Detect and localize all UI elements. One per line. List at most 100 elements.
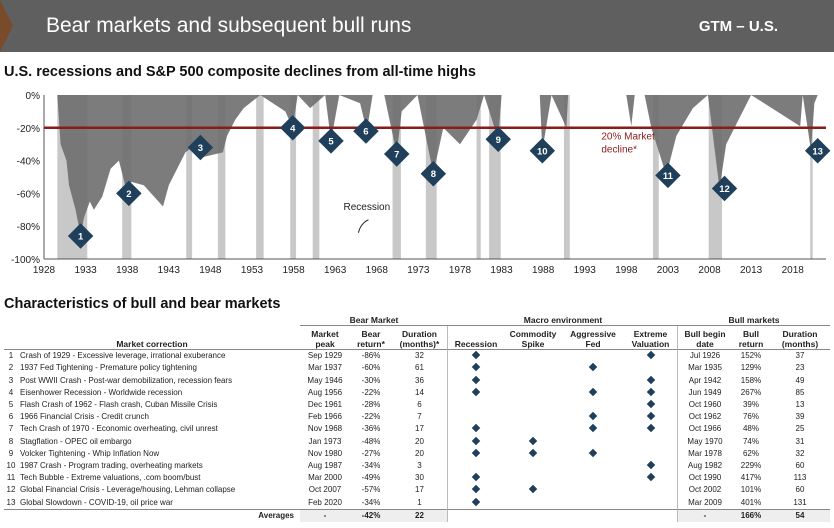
bull-begin: Oct 1960 bbox=[688, 400, 722, 410]
recession-bar bbox=[652, 95, 659, 259]
x-tick-label: 1948 bbox=[199, 265, 222, 276]
bull-return: 74% bbox=[742, 436, 759, 446]
commodity-flag bbox=[504, 362, 562, 374]
marker-diamond bbox=[655, 162, 681, 189]
recession-flag bbox=[448, 472, 504, 484]
correction-name: Global Financial Crisis - Leverage/housi… bbox=[20, 485, 236, 495]
correction-name: 1966 Financial Crisis - Credit crunch bbox=[20, 412, 149, 422]
diamond-marker bbox=[471, 436, 481, 445]
avg-bull-return: 166% bbox=[732, 508, 770, 522]
diamond-marker bbox=[646, 387, 655, 397]
group-header-bear: Bear Market bbox=[300, 314, 448, 327]
fed-flag bbox=[562, 375, 624, 387]
bull-duration: 60 bbox=[795, 460, 805, 470]
valuation-flag bbox=[624, 386, 678, 399]
col-bull-begin: Bull begin date bbox=[678, 326, 732, 351]
valuation-flag bbox=[624, 459, 678, 473]
marker-label: 13 bbox=[812, 146, 823, 157]
col-bull-duration: Duration (months) bbox=[770, 326, 830, 351]
recession-bar bbox=[256, 95, 264, 259]
correction-name: 1937 Fed Tightening - Premature policy t… bbox=[20, 363, 197, 373]
x-tick-label: 1993 bbox=[574, 265, 597, 276]
market-peak: Dec 1961 bbox=[307, 400, 343, 410]
x-tick-label: 1988 bbox=[532, 265, 555, 276]
bear-duration: 32 bbox=[392, 350, 448, 363]
bull-begin: Apr 1942 bbox=[688, 375, 722, 385]
marker-label: 6 bbox=[363, 127, 368, 138]
bull-return: 267% bbox=[740, 387, 762, 397]
page-title: Bear markets and subsequent bull runs bbox=[46, 14, 412, 37]
bull-return: 62% bbox=[742, 448, 759, 458]
x-tick-label: 2008 bbox=[698, 265, 721, 276]
bull-begin: Jul 1926 bbox=[689, 351, 721, 361]
bear-return: -34% bbox=[361, 497, 381, 507]
diamond-marker bbox=[646, 460, 655, 470]
avg-peak: - bbox=[300, 508, 350, 522]
market-peak: Nov 1968 bbox=[307, 424, 343, 434]
table-row: 9 Volcker Tightening - Whip Inflation Now… bbox=[4, 447, 830, 460]
valuation-flag bbox=[624, 362, 678, 375]
valuation-flag bbox=[624, 411, 678, 424]
correction-name: Volcker Tightening - Whip Inflation Now bbox=[20, 448, 160, 458]
marker-label: 9 bbox=[496, 135, 501, 146]
bull-duration: 39 bbox=[795, 412, 805, 422]
bear-return: -36% bbox=[361, 424, 381, 434]
bull-duration: 13 bbox=[795, 400, 805, 410]
diamond-marker bbox=[646, 424, 655, 433]
bull-return: 101% bbox=[740, 485, 762, 495]
col-commodity: Commodity Spike bbox=[504, 326, 562, 351]
bull-begin: Oct 2002 bbox=[688, 485, 722, 495]
col-correction: Market correction bbox=[4, 326, 300, 351]
valuation-flag bbox=[624, 423, 678, 436]
bear-duration: 61 bbox=[392, 362, 448, 375]
bull-begin: May 1970 bbox=[687, 436, 723, 446]
bear-return: -86% bbox=[361, 351, 381, 361]
recession-flag bbox=[448, 423, 504, 435]
table-row: 2 1937 Fed Tightening - Premature policy … bbox=[4, 362, 830, 375]
diamond-marker bbox=[471, 351, 481, 360]
bull-return: 129% bbox=[740, 363, 762, 373]
bear-duration: 3 bbox=[392, 459, 448, 473]
table-row: 3 Post WWII Crash - Post-war demobilizati… bbox=[4, 374, 830, 387]
correction-name: Crash of 1929 - Excessive leverage, irra… bbox=[20, 351, 226, 361]
fed-flag bbox=[562, 436, 624, 448]
valuation-flag bbox=[624, 398, 678, 412]
bear-return: -30% bbox=[361, 375, 381, 385]
diamond-marker bbox=[528, 436, 538, 445]
table-row: 8 Stagflation - OPEC oil embargo Jan 1973 -… bbox=[4, 435, 830, 448]
bear-duration: 20 bbox=[392, 447, 448, 460]
bull-duration: 32 bbox=[795, 448, 805, 458]
bull-begin: Mar 1978 bbox=[688, 448, 722, 458]
diamond-marker bbox=[646, 399, 655, 409]
valuation-flag bbox=[624, 484, 678, 497]
bull-duration: 31 bbox=[795, 436, 805, 446]
table-row: 10 1987 Crash - Program trading, overheat… bbox=[4, 459, 830, 473]
row-number: 12 bbox=[6, 485, 16, 495]
bull-duration: 49 bbox=[795, 375, 805, 385]
x-tick-label: 1973 bbox=[407, 265, 430, 276]
bear-return: -48% bbox=[361, 436, 381, 446]
x-tick-label: 1933 bbox=[74, 265, 97, 276]
y-tick-label: -80% bbox=[17, 222, 40, 233]
diamond-marker bbox=[471, 375, 481, 384]
y-tick-label: 0% bbox=[26, 91, 41, 102]
x-tick-label: 1958 bbox=[282, 265, 305, 276]
diamond-marker bbox=[528, 448, 538, 458]
marker-diamond bbox=[318, 128, 344, 154]
row-number: 11 bbox=[6, 473, 16, 483]
table-row: 4 Eisenhower Recession - Worldwide recess… bbox=[4, 386, 830, 399]
fed-flag bbox=[562, 423, 624, 435]
bear-duration: 1 bbox=[392, 496, 448, 509]
x-tick-label: 2013 bbox=[740, 265, 763, 276]
bull-begin: Aug 1982 bbox=[687, 460, 723, 470]
fed-flag bbox=[562, 350, 624, 362]
col-peak: Market peak bbox=[300, 326, 350, 351]
x-tick-label: 2003 bbox=[657, 265, 680, 276]
commodity-flag bbox=[504, 472, 562, 484]
table-row: 5 Flash Crash of 1962 - Flash crash, Cuba… bbox=[4, 398, 830, 412]
row-number: 10 bbox=[6, 460, 16, 470]
diamond-marker bbox=[588, 448, 598, 458]
diamond-marker bbox=[471, 497, 481, 506]
bear-return: -22% bbox=[361, 387, 381, 397]
diamond-marker bbox=[471, 472, 481, 482]
